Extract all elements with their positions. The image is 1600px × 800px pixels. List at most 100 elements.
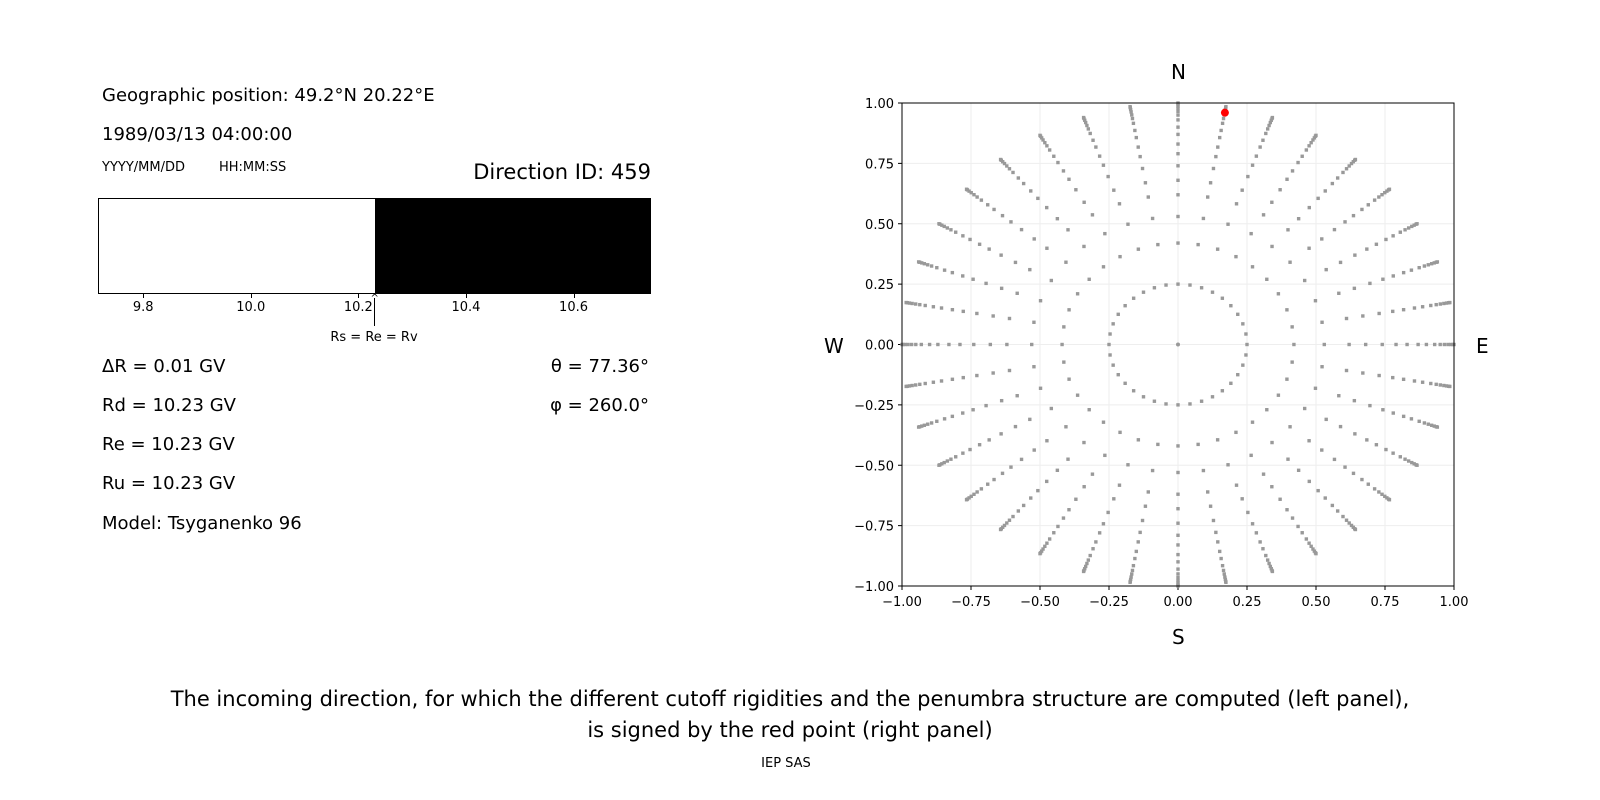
scatter-point <box>1267 561 1271 566</box>
scatter-point <box>1285 308 1289 312</box>
scatter-point <box>1429 303 1433 308</box>
scatter-point <box>1366 482 1370 486</box>
scatter-point <box>1176 507 1180 511</box>
scatter-point <box>1372 198 1377 202</box>
scatter-point <box>1313 386 1318 390</box>
scatter-point <box>1067 377 1071 381</box>
rd-value: Rd = 10.23 GV <box>102 395 236 416</box>
scatter-point <box>1296 468 1301 472</box>
scatter-point <box>1278 188 1282 192</box>
scatter-point <box>1134 135 1139 140</box>
scatter-point <box>1270 200 1274 204</box>
scatter-point <box>954 455 958 459</box>
scatter-point <box>1007 368 1012 373</box>
scatter-point <box>1422 421 1427 425</box>
scatter-point <box>975 373 979 378</box>
scatter-point <box>1344 316 1349 321</box>
scatter-point <box>942 417 947 421</box>
scatter-point <box>1265 558 1270 562</box>
scatter-point <box>1276 292 1281 296</box>
penumbra-bar <box>98 198 651 294</box>
scatter-point <box>1074 188 1078 192</box>
delta-r: ΔR = 0.01 GV <box>102 356 226 377</box>
east-label: E <box>1476 334 1489 358</box>
scatter-point <box>1094 145 1098 149</box>
scatter-point <box>1347 164 1351 168</box>
scatter-point <box>1108 332 1112 336</box>
scatter-point <box>1188 283 1192 287</box>
scatter-point <box>1366 203 1370 207</box>
scatter-point <box>1066 457 1070 461</box>
scatter-point <box>927 342 932 347</box>
scatter-point <box>1323 496 1327 500</box>
scatter-point <box>1403 228 1407 232</box>
scatter-point <box>1082 485 1086 489</box>
scatter-point <box>1246 174 1250 179</box>
scatter-point <box>1103 453 1107 458</box>
scatter-point <box>1176 567 1180 571</box>
scatter-point <box>1007 167 1012 171</box>
scatter-point <box>1241 363 1245 367</box>
scatter-point <box>1101 265 1106 269</box>
bar-tick-label: 10.0 <box>236 300 266 315</box>
scatter-point <box>1005 521 1009 525</box>
scatter-point <box>1391 451 1395 455</box>
scatter-point <box>1085 123 1089 128</box>
scatter-point <box>1176 444 1180 448</box>
scatter-point <box>1029 496 1033 500</box>
scatter-point <box>1041 138 1045 142</box>
scatter-point <box>1264 131 1268 136</box>
scatter-point <box>1250 163 1255 167</box>
scatter-point <box>1241 322 1245 326</box>
scatter-point <box>1434 382 1438 387</box>
scatter-point <box>1062 360 1066 364</box>
scatter-point <box>998 527 1003 532</box>
scatter-point <box>1108 353 1112 357</box>
y-tick-label: 0.25 <box>865 278 894 293</box>
scatter-point <box>1201 216 1206 221</box>
scatter-point <box>1347 342 1351 347</box>
scatter-point <box>1384 237 1388 242</box>
scatter-point <box>1313 299 1318 303</box>
scatter-point <box>1176 132 1180 137</box>
scatter-point <box>1406 459 1411 463</box>
scatter-point <box>999 286 1004 291</box>
scatter-point <box>1381 408 1385 412</box>
scatter-point <box>1118 254 1122 259</box>
scatter-point <box>914 383 918 387</box>
scatter-point <box>1176 241 1180 245</box>
scatter-point <box>1302 406 1307 411</box>
scatter-point <box>1417 265 1421 270</box>
scatter-point <box>1038 133 1042 138</box>
scatter-point <box>1344 167 1349 171</box>
scatter-point <box>1041 547 1045 551</box>
scatter-point <box>1344 368 1349 373</box>
scatter-point <box>1220 563 1225 568</box>
scatter-point <box>1374 242 1379 246</box>
scatter-point <box>1401 307 1406 312</box>
scatter-point <box>1221 568 1226 573</box>
scatter-point <box>1103 231 1107 236</box>
scatter-point <box>942 460 946 465</box>
scatter-point <box>1082 440 1086 445</box>
scatter-point <box>1286 228 1290 232</box>
scatter-point <box>1082 244 1086 249</box>
scatter-point <box>1220 121 1225 126</box>
scatter-point <box>1016 176 1021 180</box>
scatter-point <box>1341 514 1345 519</box>
scatter-point <box>969 190 973 195</box>
scatter-point <box>1002 161 1007 166</box>
scatter-point <box>937 463 941 467</box>
datetime: 1989/03/13 04:00:00 <box>102 124 293 145</box>
south-label: S <box>1172 625 1185 649</box>
scatter-point <box>1307 439 1311 443</box>
geo-position: Geographic position: 49.2°N 20.22°E <box>102 85 435 106</box>
scatter-point <box>1083 564 1088 569</box>
scatter-point <box>1009 465 1013 469</box>
scatter-point <box>1176 142 1180 146</box>
scatter-point <box>1320 365 1324 369</box>
scatter-point <box>968 447 972 452</box>
scatter-point <box>1090 213 1095 217</box>
scatter-point <box>1270 485 1274 489</box>
